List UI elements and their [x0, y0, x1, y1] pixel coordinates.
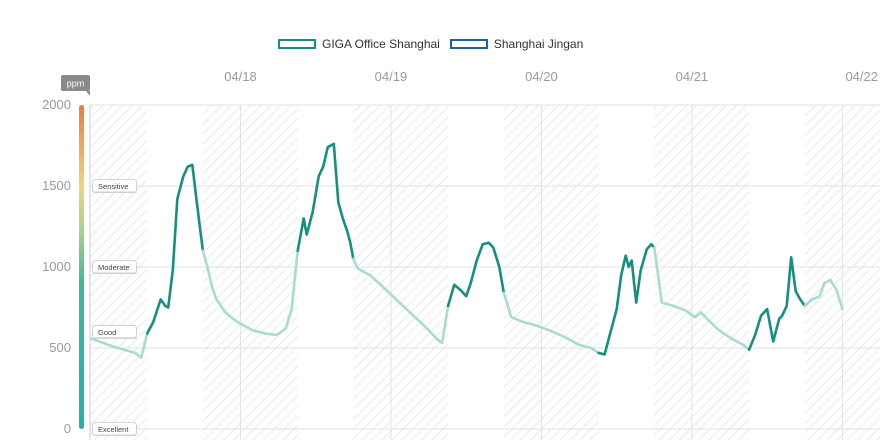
series-giga-office-segment-10: [803, 278, 844, 311]
hatch-region-3: [503, 105, 599, 440]
series-giga-office-segment-8: [653, 246, 751, 351]
air-quality-scale-bar: [79, 105, 84, 429]
x-tick-label-3: 04/21: [676, 69, 709, 84]
series-giga-office-segment-2: [201, 249, 299, 337]
legend-swatch-series-1: [278, 39, 316, 49]
y-tick-label-4: 2000: [42, 97, 71, 112]
series-giga-office-segment-5: [446, 241, 506, 308]
scale-badge-sensitive: Sensitive: [92, 179, 137, 193]
chart-legend: GIGA Office Shanghai Shanghai Jingan: [278, 37, 593, 51]
y-tick-label-3: 1500: [42, 178, 71, 193]
series-giga-office-segment-1: [145, 163, 205, 335]
x-tick-label-4: 04/22: [845, 69, 878, 84]
legend-item-series-2[interactable]: Shanghai Jingan: [449, 37, 584, 51]
svg-text:Moderate: Moderate: [98, 263, 130, 272]
hatch-region-2: [353, 105, 449, 440]
y-tick-label-2: 1000: [42, 259, 71, 274]
x-tick-label-1: 04/19: [375, 69, 408, 84]
series-giga-office-segment-3: [296, 142, 355, 261]
scale-badge-excellent: Excellent: [92, 422, 137, 436]
x-tick-label-0: 04/18: [224, 69, 257, 84]
unit-label: ppm: [67, 79, 85, 89]
hatch-region-1: [202, 105, 298, 440]
x-tick-label-2: 04/20: [525, 69, 558, 84]
series-giga-office-segment-6: [502, 291, 600, 355]
legend-swatch-series-2: [449, 39, 488, 49]
svg-text:Sensitive: Sensitive: [98, 182, 128, 191]
scale-badge-good: Good: [92, 324, 137, 339]
legend-label-series-1: GIGA Office Shanghai: [322, 37, 440, 51]
scale-badge-moderate: Moderate: [92, 260, 137, 274]
legend-item-series-1[interactable]: GIGA Office Shanghai: [278, 37, 440, 51]
svg-text:Excellent: Excellent: [98, 425, 129, 434]
svg-text:Good: Good: [98, 328, 116, 337]
series-giga-office-segment-9: [747, 256, 807, 351]
series-giga-office-segment-7: [597, 243, 656, 356]
hatch-region-4: [654, 105, 750, 440]
series-giga-office-segment-0: [90, 332, 149, 359]
series-giga-office-segment-4: [352, 257, 450, 345]
y-tick-label-0: 0: [64, 421, 71, 436]
unit-badge: ppm: [61, 75, 90, 96]
y-tick-label-1: 500: [49, 340, 71, 355]
legend-label-series-2: Shanghai Jingan: [493, 37, 584, 51]
